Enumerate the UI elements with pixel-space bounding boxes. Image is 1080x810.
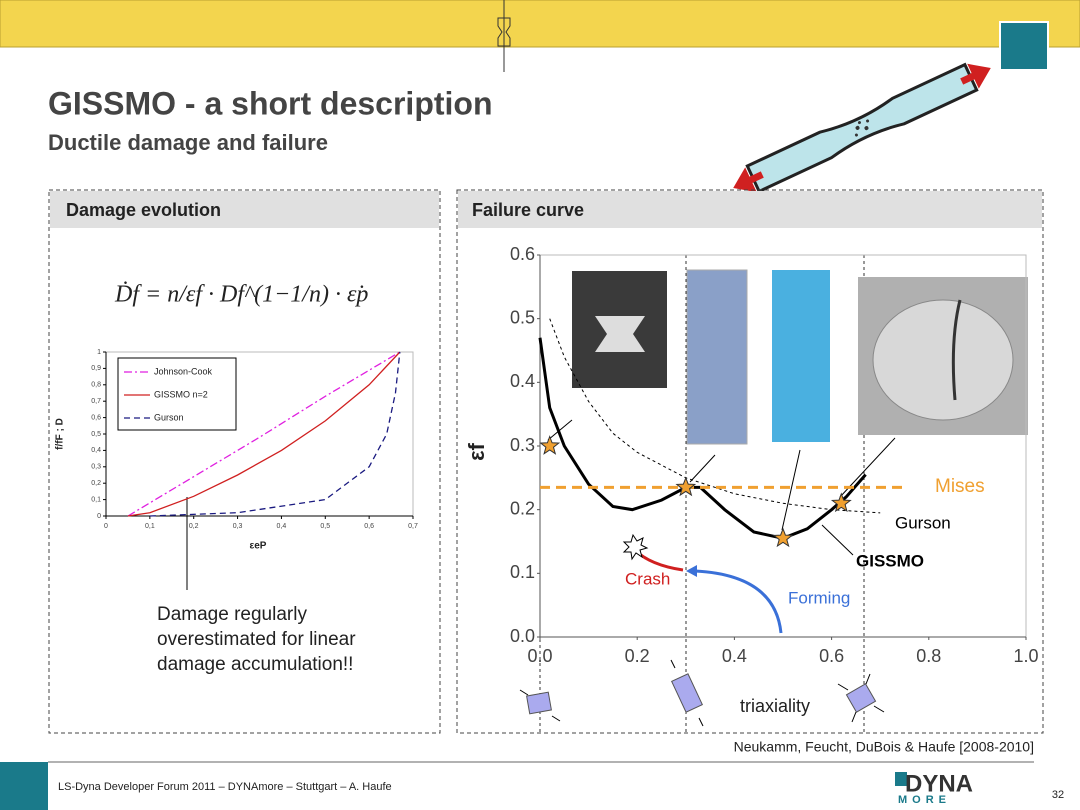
y-tick-label: 0,1 [91, 496, 101, 503]
photo [772, 270, 830, 442]
x-tick-label: 0.2 [625, 646, 650, 666]
y-tick-label: 0.1 [510, 562, 535, 582]
x-tick-label: 0.6 [819, 646, 844, 666]
photo-detail [951, 299, 962, 401]
callout-line [821, 524, 854, 556]
x-tick-label: 1.0 [1013, 646, 1038, 666]
y-tick-label: 0.3 [510, 435, 535, 455]
formula: Ḋf = n/εf · Df^(1−1/n) · ε̇p [114, 282, 368, 308]
stress-icons [519, 659, 885, 727]
y-tick-label: 0.6 [510, 244, 535, 264]
y-tick-label: 0,4 [91, 447, 101, 454]
specimen-illustration [733, 62, 991, 194]
star-marker [830, 492, 852, 513]
panel-title: Damage evolution [66, 200, 221, 220]
y-tick-label: 0.2 [510, 498, 535, 518]
logo-subtext: MORE [898, 794, 951, 806]
logo-mark [895, 772, 907, 786]
y-tick-label: 0,8 [91, 382, 101, 389]
x-tick-label: 0,1 [145, 523, 155, 530]
annotation: Forming [788, 588, 850, 607]
y-tick-label: 0.5 [510, 307, 535, 327]
y-tick-label: 0,7 [91, 398, 101, 405]
y-tick-label: 0,5 [91, 431, 101, 438]
footer-square [0, 762, 48, 810]
burst-icon [622, 533, 649, 561]
series-label: GISSMO [856, 551, 924, 570]
footer-text: LS-Dyna Developer Forum 2011 – DYNAmore … [58, 781, 392, 793]
legend-label: Gurson [154, 412, 184, 422]
note-line: overestimated for linear [157, 629, 356, 650]
y-tick-label: 0.4 [510, 371, 535, 391]
legend-label: Johnson-Cook [154, 366, 213, 376]
x-axis-label: εeP [250, 541, 267, 552]
star-marker [675, 476, 697, 497]
logo-text: DYNA [905, 770, 973, 797]
arrowhead [686, 565, 697, 577]
x-tick-label: 0.4 [722, 646, 747, 666]
series-label: Gurson [895, 513, 951, 532]
right-panel [456, 189, 1044, 734]
y-axis-label: f/fF ; D [55, 418, 66, 450]
note-line: Damage regularly [157, 604, 307, 625]
y-tick-label: 0,2 [91, 480, 101, 487]
specimen-icon [497, 0, 511, 72]
x-axis-label: triaxiality [740, 696, 810, 716]
left-panel-header [50, 191, 439, 228]
annotation: Crash [625, 569, 670, 588]
series-line [127, 351, 401, 517]
series-label: Mises [935, 476, 985, 497]
x-tick-label: 0,6 [364, 523, 374, 530]
star-marker [539, 435, 561, 455]
y-tick-label: 0,6 [91, 414, 101, 421]
forming-arrow [694, 569, 783, 634]
legend-label: GISSMO n=2 [154, 389, 208, 399]
y-tick-label: 0 [97, 513, 101, 520]
x-tick-label: 0,7 [408, 523, 418, 530]
photo-detail [595, 316, 645, 352]
callout-line [547, 419, 896, 531]
y-tick-label: 1 [97, 349, 101, 356]
x-tick-label: 0,5 [320, 523, 330, 530]
y-tick-label: 0.0 [510, 626, 535, 646]
y-tick-label: 0,3 [91, 464, 101, 471]
x-tick-label: 0,3 [233, 523, 243, 530]
right-panel-header [458, 191, 1042, 228]
series-line [127, 351, 401, 517]
series-line [549, 318, 881, 514]
x-tick-label: 0 [104, 523, 108, 530]
teal-square [999, 21, 1049, 71]
y-tick-label: 0,9 [91, 365, 101, 372]
subtitle: Ductile damage and failure [48, 130, 328, 155]
x-tick-label: 0,4 [277, 523, 287, 530]
top-bar [0, 0, 1080, 48]
left-panel [48, 189, 441, 734]
title: GISSMO - a short description [48, 85, 493, 121]
star-marker [772, 527, 794, 548]
note-line: damage accumulation!! [157, 654, 353, 675]
page-number: 32 [1052, 789, 1064, 801]
x-tick-label: 0,2 [189, 523, 199, 530]
panel-title: Failure curve [472, 200, 584, 220]
photo-detail [872, 299, 1014, 421]
series-line [149, 351, 401, 517]
photo [686, 269, 748, 445]
x-tick-label: 0.0 [527, 646, 552, 666]
x-tick-label: 0.8 [916, 646, 941, 666]
y-axis-label: εf [464, 442, 489, 460]
citation: Neukamm, Feucht, DuBois & Haufe [2008-20… [734, 739, 1034, 755]
